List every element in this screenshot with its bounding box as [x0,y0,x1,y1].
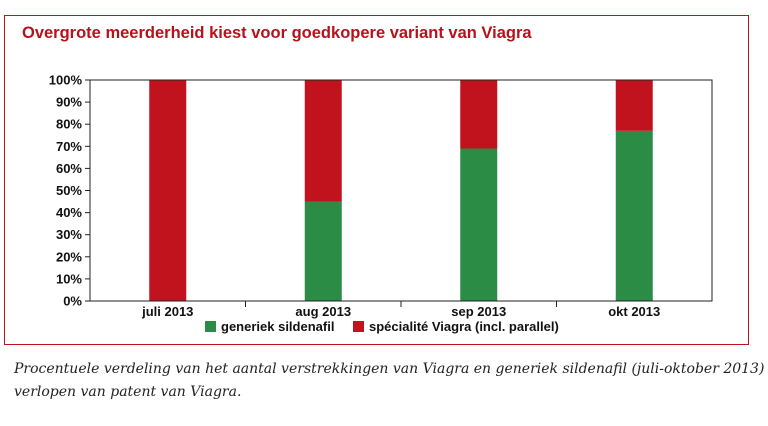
figure-caption: Procentuele verdeling van het aantal ver… [14,358,768,404]
y-tick-label: 50% [56,183,82,198]
y-tick-label: 40% [56,205,82,220]
y-tick-label: 10% [56,271,82,286]
bar-specialite-0 [149,80,187,301]
bar-generiek-1 [304,201,342,301]
bar-generiek-3 [615,130,653,301]
y-tick-label: 60% [56,161,82,176]
legend-swatch-1 [353,321,364,332]
bar-specialite-1 [304,80,342,202]
stacked-bar-chart: 0% 10% 20% 30% 40% 50% 60% 70% 80% 90% 100% juli 2… [49,73,713,334]
y-tick-label: 90% [56,95,82,110]
caption-line-1: Procentuele verdeling van het aantal ver… [14,361,768,377]
y-tick-label: 80% [56,117,82,132]
legend: generiek sildenafil spécialité Viagra (in… [205,319,559,334]
legend-swatch-0 [205,321,216,332]
bar-generiek-2 [460,148,498,301]
x-tick-label: okt 2013 [608,304,660,319]
bars [149,80,653,301]
bar-specialite-2 [460,80,498,149]
y-axis-ticks: 0% 10% 20% 30% 40% 50% 60% 70% 80% 90% 100% [49,73,90,309]
x-tick-label: aug 2013 [295,304,351,319]
y-tick-label: 100% [49,73,83,88]
legend-label-0: generiek sildenafil [221,319,334,334]
caption-line-2: verlopen van patent van Viagra. [14,384,242,400]
y-tick-label: 30% [56,227,82,242]
x-tick-label: sep 2013 [451,304,506,319]
chart-title: Overgrote meerderheid kiest voor goedkop… [22,24,532,42]
y-tick-label: 0% [63,294,82,309]
bar-specialite-3 [615,80,653,131]
y-tick-label: 70% [56,139,82,154]
y-tick-label: 20% [56,249,82,264]
x-tick-label: juli 2013 [141,304,193,319]
x-axis: juli 2013 aug 2013 sep 2013 okt 2013 [141,301,660,319]
legend-label-1: spécialité Viagra (incl. parallel) [369,319,559,334]
